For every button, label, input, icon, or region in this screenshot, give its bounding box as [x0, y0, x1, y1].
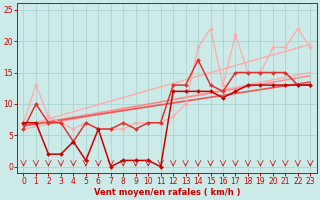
X-axis label: Vent moyen/en rafales ( km/h ): Vent moyen/en rafales ( km/h ) [94, 188, 240, 197]
